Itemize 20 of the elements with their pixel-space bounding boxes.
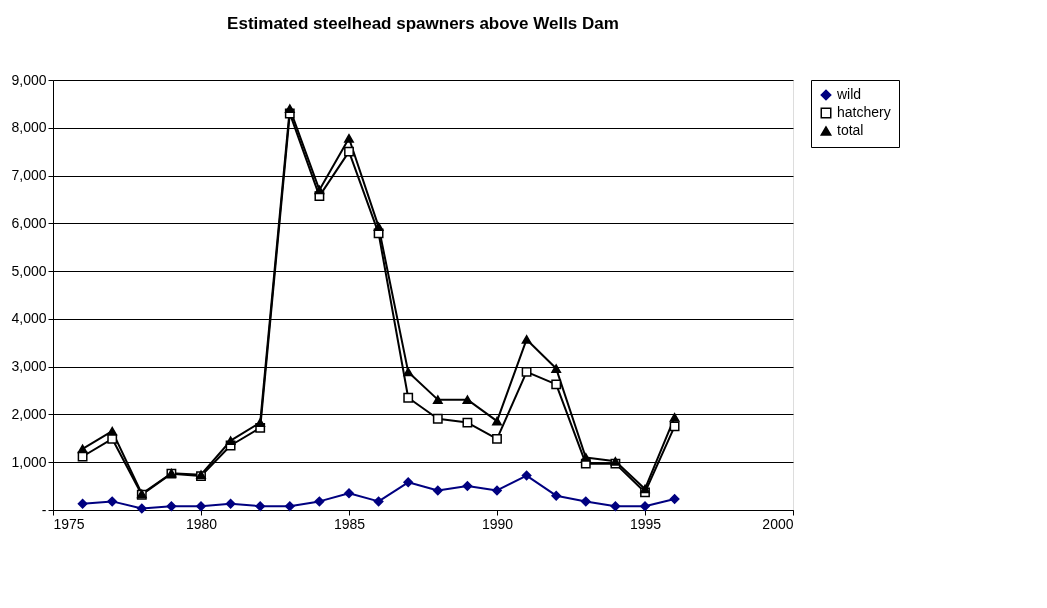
x-tick-label: 1975 bbox=[53, 515, 85, 532]
x-tick-label: 1990 bbox=[481, 515, 514, 532]
chart-title: Estimated steelhead spawners above Wells Dam bbox=[227, 14, 619, 33]
y-tick-label: 1,000 bbox=[11, 453, 47, 470]
y-tick-label: - bbox=[41, 501, 47, 518]
y-tick-label: 5,000 bbox=[11, 262, 47, 279]
y-tick-label: 7,000 bbox=[11, 167, 47, 184]
x-tick-label: 2000 bbox=[762, 515, 794, 532]
x-tick-label: 1985 bbox=[333, 515, 366, 532]
y-tick-label: 8,000 bbox=[11, 119, 47, 136]
x-tick-label: 1980 bbox=[185, 515, 218, 532]
x-tick-label: 1995 bbox=[629, 515, 662, 532]
y-tick-label: 3,000 bbox=[11, 358, 47, 375]
legend-label: wild bbox=[836, 86, 862, 102]
y-tick-label: 4,000 bbox=[11, 310, 47, 327]
y-tick-label: 2,000 bbox=[11, 405, 47, 422]
legend-label: total bbox=[837, 122, 864, 138]
y-tick-label: 9,000 bbox=[11, 71, 47, 88]
y-tick-label: 6,000 bbox=[11, 214, 47, 231]
legend-label: hatchery bbox=[837, 104, 891, 120]
